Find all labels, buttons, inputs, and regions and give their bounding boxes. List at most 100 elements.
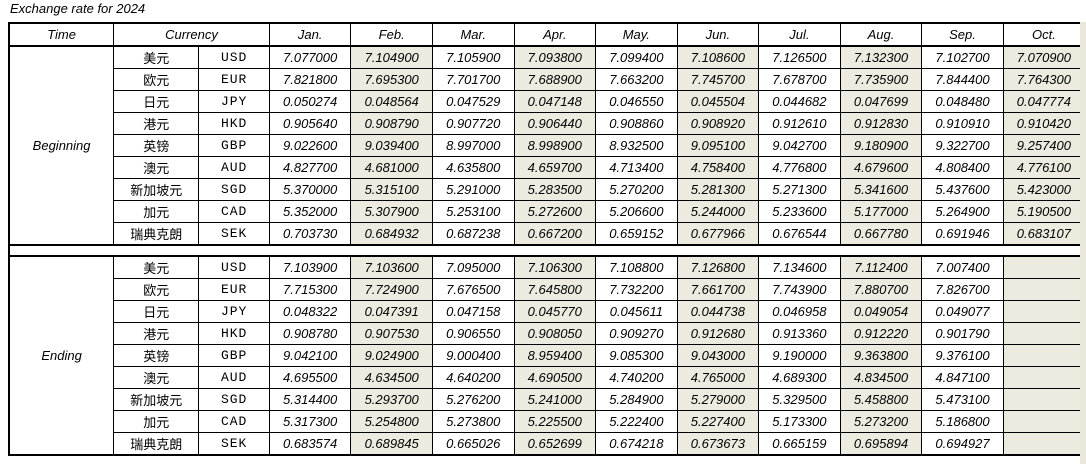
- rate-cell[interactable]: 7.102700: [921, 45, 1004, 69]
- rate-cell[interactable]: 0.906440: [513, 112, 597, 135]
- rate-cell[interactable]: 9.000400: [431, 344, 515, 367]
- rate-cell[interactable]: 7.103900: [268, 255, 352, 279]
- rate-cell[interactable]: 0.673673: [676, 432, 760, 456]
- rate-cell[interactable]: 9.257400: [1002, 134, 1086, 157]
- rate-cell[interactable]: 5.273800: [431, 410, 515, 433]
- currency-code-cell[interactable]: CAD: [198, 200, 270, 223]
- rate-cell[interactable]: 7.108600: [676, 45, 760, 69]
- rate-cell[interactable]: 0.047148: [513, 90, 597, 113]
- rate-cell[interactable]: 7.764300: [1002, 68, 1086, 91]
- rate-cell[interactable]: 5.173300: [758, 410, 841, 433]
- rate-cell[interactable]: 0.048480: [921, 90, 1004, 113]
- rate-cell[interactable]: 7.099400: [595, 45, 678, 69]
- rate-cell[interactable]: 0.659152: [595, 222, 678, 246]
- rate-cell[interactable]: 5.225500: [513, 410, 597, 433]
- currency-code-cell[interactable]: AUD: [198, 366, 270, 389]
- currency-code-cell[interactable]: SGD: [198, 388, 270, 411]
- rate-cell[interactable]: 7.095000: [431, 255, 515, 279]
- rate-cell[interactable]: 5.293700: [350, 388, 433, 411]
- rate-cell[interactable]: 0.683107: [1002, 222, 1086, 246]
- rate-cell[interactable]: 0.912830: [839, 112, 923, 135]
- rate-cell[interactable]: 9.042100: [268, 344, 352, 367]
- rate-cell[interactable]: 8.959400: [513, 344, 597, 367]
- rate-cell[interactable]: 5.352000: [268, 200, 352, 223]
- empty-rate-cell[interactable]: [1002, 410, 1086, 433]
- rate-cell[interactable]: 4.834500: [839, 366, 923, 389]
- rate-cell[interactable]: 5.253100: [431, 200, 515, 223]
- rate-cell[interactable]: 7.701700: [431, 68, 515, 91]
- rate-cell[interactable]: 7.695300: [350, 68, 433, 91]
- rate-cell[interactable]: 4.758400: [676, 156, 760, 179]
- currency-code-cell[interactable]: EUR: [198, 68, 270, 91]
- rate-cell[interactable]: 4.634500: [350, 366, 433, 389]
- currency-code-cell[interactable]: JPY: [198, 90, 270, 113]
- month-header[interactable]: Feb.: [350, 22, 433, 47]
- rate-cell[interactable]: 7.132300: [839, 45, 923, 69]
- currency-name-cell[interactable]: 新加坡元: [113, 388, 200, 411]
- rate-cell[interactable]: 0.047774: [1002, 90, 1086, 113]
- rate-cell[interactable]: 5.329500: [758, 388, 841, 411]
- rate-cell[interactable]: 4.847100: [921, 366, 1004, 389]
- rate-cell[interactable]: 9.322700: [921, 134, 1004, 157]
- rate-cell[interactable]: 0.047158: [431, 300, 515, 323]
- month-header[interactable]: May.: [595, 22, 678, 47]
- rate-cell[interactable]: 9.022600: [268, 134, 352, 157]
- rate-cell[interactable]: 4.679600: [839, 156, 923, 179]
- rate-cell[interactable]: 4.827700: [268, 156, 352, 179]
- rate-cell[interactable]: 5.283500: [513, 178, 597, 201]
- rate-cell[interactable]: 5.254800: [350, 410, 433, 433]
- rate-cell[interactable]: 0.912680: [676, 322, 760, 345]
- rate-cell[interactable]: 7.126800: [676, 255, 760, 279]
- rate-cell[interactable]: 5.370000: [268, 178, 352, 201]
- rate-cell[interactable]: 0.908790: [350, 112, 433, 135]
- rate-cell[interactable]: 7.007400: [921, 255, 1004, 279]
- currency-code-cell[interactable]: AUD: [198, 156, 270, 179]
- rate-cell[interactable]: 5.341600: [839, 178, 923, 201]
- month-header[interactable]: Jan.: [268, 22, 352, 47]
- rate-cell[interactable]: 5.281300: [676, 178, 760, 201]
- empty-rate-cell[interactable]: [1002, 278, 1086, 301]
- rate-cell[interactable]: 5.227400: [676, 410, 760, 433]
- rate-cell[interactable]: 4.681000: [350, 156, 433, 179]
- rate-cell[interactable]: 7.724900: [350, 278, 433, 301]
- rate-cell[interactable]: 5.241000: [513, 388, 597, 411]
- rate-cell[interactable]: 4.776800: [758, 156, 841, 179]
- rate-cell[interactable]: 7.745700: [676, 68, 760, 91]
- currency-code-cell[interactable]: GBP: [198, 344, 270, 367]
- rate-cell[interactable]: 0.909270: [595, 322, 678, 345]
- currency-name-cell[interactable]: 新加坡元: [113, 178, 200, 201]
- rate-cell[interactable]: 5.314400: [268, 388, 352, 411]
- rate-cell[interactable]: 4.808400: [921, 156, 1004, 179]
- rate-cell[interactable]: 4.740200: [595, 366, 678, 389]
- rate-cell[interactable]: 7.880700: [839, 278, 923, 301]
- rate-cell[interactable]: 9.039400: [350, 134, 433, 157]
- rate-cell[interactable]: 4.765000: [676, 366, 760, 389]
- currency-name-cell[interactable]: 澳元: [113, 156, 200, 179]
- currency-code-cell[interactable]: SEK: [198, 222, 270, 246]
- currency-name-cell[interactable]: 港元: [113, 112, 200, 135]
- month-header[interactable]: Sep.: [921, 22, 1004, 47]
- currency-code-cell[interactable]: SGD: [198, 178, 270, 201]
- rate-cell[interactable]: 0.652699: [513, 432, 597, 456]
- currency-code-cell[interactable]: USD: [198, 255, 270, 279]
- rate-cell[interactable]: 7.735900: [839, 68, 923, 91]
- rate-cell[interactable]: 7.105900: [431, 45, 515, 69]
- time-label-cell[interactable]: Ending: [8, 255, 115, 456]
- rate-cell[interactable]: 5.317300: [268, 410, 352, 433]
- month-header[interactable]: Jul.: [758, 22, 841, 47]
- currency-name-cell[interactable]: 美元: [113, 45, 200, 69]
- rate-cell[interactable]: 5.279000: [676, 388, 760, 411]
- rate-cell[interactable]: 0.045770: [513, 300, 597, 323]
- rate-cell[interactable]: 9.042700: [758, 134, 841, 157]
- rate-cell[interactable]: 4.689300: [758, 366, 841, 389]
- time-column-header[interactable]: Time: [8, 22, 115, 47]
- rate-cell[interactable]: 7.715300: [268, 278, 352, 301]
- rate-cell[interactable]: 8.998900: [513, 134, 597, 157]
- empty-rate-cell[interactable]: [1002, 432, 1086, 456]
- rate-cell[interactable]: 4.640200: [431, 366, 515, 389]
- rate-cell[interactable]: 0.044682: [758, 90, 841, 113]
- rate-cell[interactable]: 4.713400: [595, 156, 678, 179]
- time-label-cell[interactable]: Beginning: [8, 45, 115, 246]
- rate-cell[interactable]: 9.095100: [676, 134, 760, 157]
- rate-cell[interactable]: 0.047529: [431, 90, 515, 113]
